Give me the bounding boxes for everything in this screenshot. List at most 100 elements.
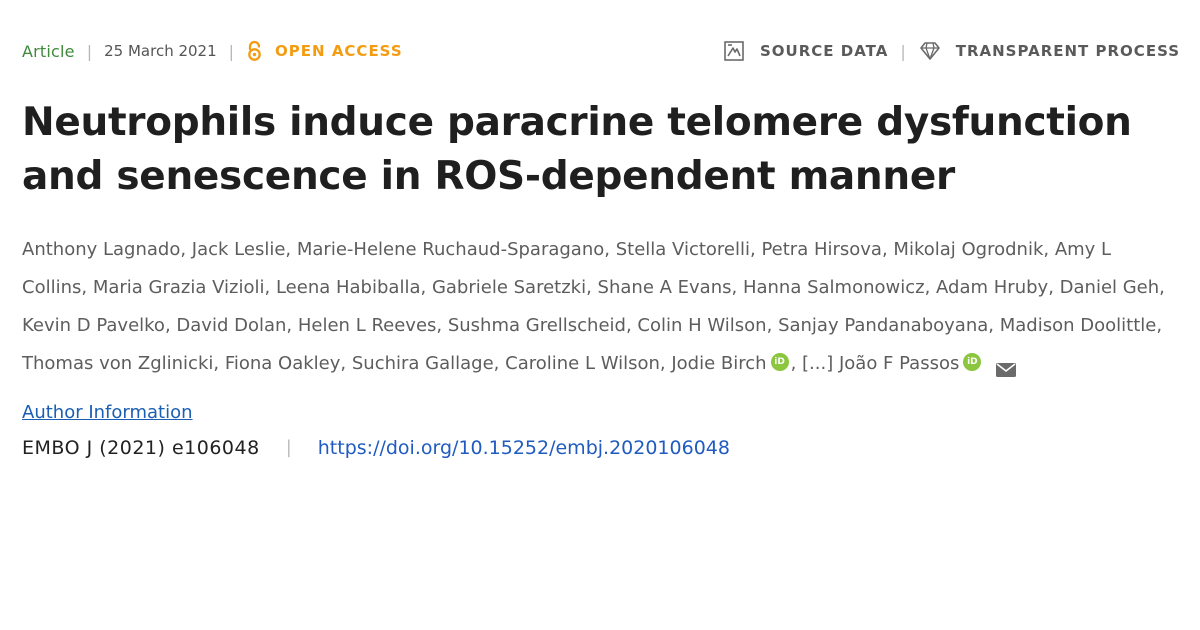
transparent-process-link[interactable]: TRANSPARENT PROCESS bbox=[918, 39, 1180, 63]
author-name: Petra Hirsova bbox=[761, 238, 882, 260]
author-item[interactable]: Petra Hirsova bbox=[761, 239, 882, 260]
author-name: Colin H Wilson bbox=[637, 314, 767, 336]
author-item[interactable]: Jack Leslie bbox=[192, 239, 286, 260]
author-name: Suchira Gallage bbox=[351, 352, 494, 374]
author-item[interactable]: Maria Grazia Vizioli bbox=[93, 277, 265, 298]
author-name: Kevin D Pavelko bbox=[22, 314, 165, 336]
author-item[interactable]: Suchira Gallage bbox=[352, 353, 494, 374]
separator: | bbox=[86, 41, 93, 61]
author-name: Stella Victorelli bbox=[615, 238, 750, 260]
orcid-icon[interactable]: iD bbox=[770, 352, 789, 371]
envelope-icon[interactable] bbox=[995, 354, 1017, 377]
author-separator: , bbox=[493, 352, 506, 374]
author-separator: , bbox=[731, 276, 743, 298]
author-item[interactable]: Daniel Geh bbox=[1060, 277, 1160, 298]
author-item[interactable]: Hanna Salmonowicz bbox=[743, 277, 925, 298]
meta-left: Article | 25 March 2021 | OPEN ACCESS bbox=[22, 40, 403, 62]
author-separator: , bbox=[586, 276, 598, 298]
author-separator: , bbox=[285, 238, 297, 260]
article-title: Neutrophils induce paracrine telomere dy… bbox=[22, 100, 1132, 199]
source-data-icon bbox=[722, 39, 746, 63]
citation-row: EMBO J (2021) e106048 | https://doi.org/… bbox=[22, 437, 1180, 459]
author-name: Helen L Reeves bbox=[297, 314, 437, 336]
author-name: Adam Hruby bbox=[936, 276, 1049, 298]
author-item[interactable]: Anthony Lagnado bbox=[22, 239, 180, 260]
author-name: Sanjay Pandanaboyana bbox=[778, 314, 989, 336]
author-information-link[interactable]: Author Information bbox=[22, 401, 193, 423]
diamond-icon bbox=[918, 39, 942, 63]
author-name: Gabriele Saretzki bbox=[431, 276, 587, 298]
author-name: Daniel Geh bbox=[1059, 276, 1160, 298]
author-item[interactable]: Shane A Evans bbox=[598, 277, 732, 298]
citation-separator: | bbox=[285, 437, 292, 459]
author-separator: , bbox=[264, 276, 276, 298]
author-separator: , bbox=[1156, 314, 1163, 336]
open-access-label: OPEN ACCESS bbox=[275, 42, 403, 60]
author-name: Maria Grazia Vizioli bbox=[92, 276, 265, 298]
author-item[interactable]: Madison Doolittle bbox=[1000, 315, 1157, 336]
author-separator: , bbox=[766, 314, 779, 336]
author-item[interactable]: Jodie Birch iD bbox=[671, 352, 790, 374]
author-item[interactable]: Thomas von Zglinicki bbox=[22, 353, 213, 374]
author-name: Shane A Evans bbox=[597, 276, 732, 298]
author-item[interactable]: Stella Victorelli bbox=[616, 239, 750, 260]
separator: | bbox=[900, 41, 906, 61]
article-header: Article | 25 March 2021 | OPEN ACCESS bbox=[22, 34, 1180, 459]
author-name: David Dolan bbox=[176, 314, 287, 336]
author-separator: , bbox=[750, 238, 762, 260]
author-name: Anthony Lagnado bbox=[22, 238, 181, 260]
author-item[interactable]: Marie-Helene Ruchaud-Sparagano bbox=[297, 239, 604, 260]
author-item[interactable]: Adam Hruby bbox=[936, 277, 1048, 298]
author-separator: , bbox=[1043, 238, 1055, 260]
author-item[interactable]: Leena Habiballa bbox=[276, 277, 421, 298]
author-item[interactable]: Amy L Collins bbox=[22, 239, 1111, 298]
source-data-link[interactable]: SOURCE DATA bbox=[722, 39, 888, 63]
author-name: Caroline L Wilson bbox=[505, 352, 660, 374]
author-separator: , bbox=[180, 238, 192, 260]
author-separator: , bbox=[340, 352, 352, 374]
author-item[interactable]: Gabriele Saretzki bbox=[432, 277, 586, 298]
author-separator: , bbox=[164, 314, 177, 336]
author-separator: , bbox=[604, 238, 616, 260]
author-item[interactable]: David Dolan bbox=[176, 315, 286, 336]
meta-row: Article | 25 March 2021 | OPEN ACCESS bbox=[22, 34, 1180, 68]
open-access-badge[interactable]: OPEN ACCESS bbox=[246, 40, 403, 62]
author-item[interactable]: Fiona Oakley bbox=[225, 353, 341, 374]
author-list: Anthony Lagnado, Jack Leslie, Marie-Hele… bbox=[22, 231, 1167, 383]
author-item[interactable]: Mikolaj Ogrodnik bbox=[893, 239, 1043, 260]
author-item[interactable]: Sushma Grellscheid bbox=[448, 315, 626, 336]
author-item[interactable]: João F Passos iD bbox=[838, 352, 983, 374]
author-separator: , bbox=[286, 314, 298, 336]
more-authors-button[interactable]: [...] bbox=[802, 352, 834, 374]
author-separator: , bbox=[1159, 276, 1165, 298]
author-separator: , bbox=[81, 276, 93, 298]
author-name: Marie-Helene Ruchaud-Sparagano bbox=[296, 238, 605, 260]
meta-right: SOURCE DATA | TRANSPARENT PROCESS bbox=[722, 39, 1180, 63]
author-name: Amy L Collins bbox=[22, 238, 1112, 298]
separator: | bbox=[228, 41, 235, 61]
source-data-label: SOURCE DATA bbox=[760, 42, 889, 60]
author-item[interactable]: Kevin D Pavelko bbox=[22, 315, 165, 336]
publication-date: 25 March 2021 bbox=[104, 42, 217, 60]
doi-link[interactable]: https://doi.org/10.15252/embj.2020106048 bbox=[317, 436, 730, 459]
author-name: Jack Leslie bbox=[191, 238, 286, 260]
author-name: Jodie Birch bbox=[671, 352, 767, 374]
author-separator: , bbox=[213, 352, 225, 374]
author-separator: , bbox=[1048, 276, 1060, 298]
author-name: Fiona Oakley bbox=[224, 352, 341, 374]
orcid-icon[interactable]: iD bbox=[963, 352, 982, 371]
author-name: Hanna Salmonowicz bbox=[742, 276, 925, 298]
author-name: Madison Doolittle bbox=[999, 314, 1157, 336]
author-item[interactable]: Colin H Wilson bbox=[637, 315, 766, 336]
author-separator: , bbox=[625, 314, 638, 336]
journal-citation: EMBO J (2021) e106048 bbox=[22, 436, 260, 459]
author-name: João F Passos bbox=[838, 352, 960, 374]
open-access-lock-icon bbox=[246, 40, 263, 62]
author-name: Leena Habiballa bbox=[275, 276, 421, 298]
author-name: Thomas von Zglinicki bbox=[22, 352, 214, 374]
author-name: Sushma Grellscheid bbox=[447, 314, 626, 336]
author-name: Mikolaj Ogrodnik bbox=[893, 238, 1044, 260]
author-item[interactable]: Caroline L Wilson bbox=[505, 353, 660, 374]
author-item[interactable]: Helen L Reeves bbox=[298, 315, 437, 336]
author-item[interactable]: Sanjay Pandanaboyana bbox=[778, 315, 988, 336]
